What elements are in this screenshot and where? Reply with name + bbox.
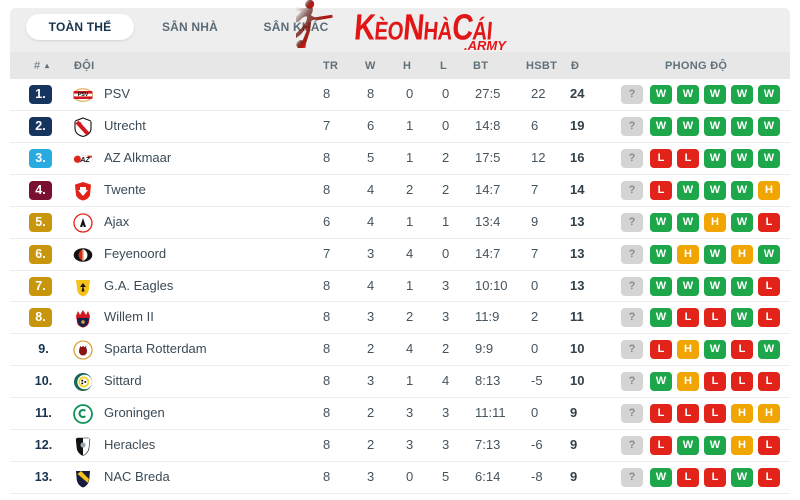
svg-text:PSV: PSV [78, 92, 89, 98]
svg-text:AZ: AZ [79, 155, 90, 164]
